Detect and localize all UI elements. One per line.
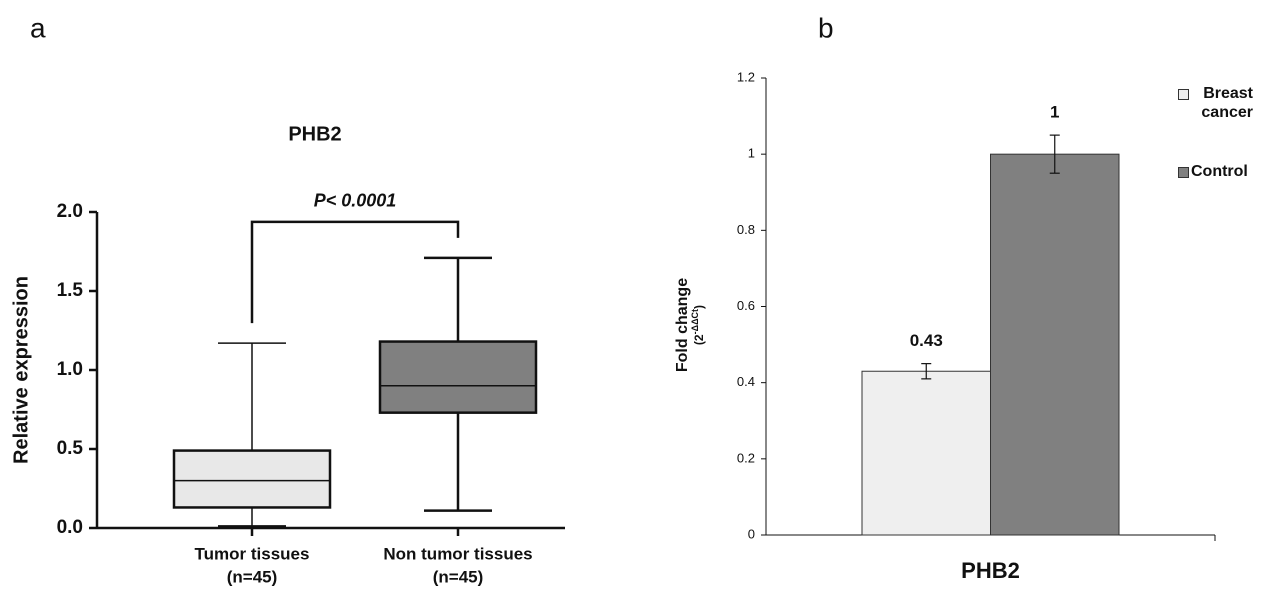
y-tick-label: 0: [748, 526, 755, 541]
panel-label: a: [30, 12, 46, 43]
x-tick-label: Tumor tissues: [195, 544, 310, 563]
bar: [990, 153, 1120, 536]
data-label: 1: [1050, 103, 1059, 122]
bar: [861, 370, 991, 536]
annotation: P< 0.0001: [314, 191, 397, 211]
formula-exponent: -ΔΔCt: [690, 309, 700, 334]
y-tick-label: 0.8: [737, 222, 755, 237]
box: [172, 449, 332, 509]
y-tick-label: 1.2: [737, 69, 755, 84]
y-tick-label: 0.5: [57, 438, 84, 459]
legend-swatch: [1178, 167, 1189, 178]
y-tick-label: 2.0: [57, 201, 83, 222]
data-label: 0.43: [910, 331, 943, 350]
y-tick-label: 0.2: [737, 450, 755, 465]
chart-title: PHB2: [288, 123, 341, 145]
legend-label: Breast cancer: [1201, 85, 1253, 121]
legend-label: Control: [1191, 163, 1248, 180]
y-axis-label: Relative expression: [10, 276, 32, 464]
formula-close: ): [692, 305, 706, 309]
box: [378, 340, 538, 414]
y-tick-label: 0.6: [737, 298, 755, 313]
y-tick-label: 0.4: [737, 374, 755, 389]
x-tick-note: (n=45): [433, 567, 484, 586]
significance-bracket: [250, 220, 460, 324]
y-tick-label: 1: [748, 146, 755, 161]
y-axis-label: Fold change: [674, 278, 691, 372]
y-tick-label: 1.5: [57, 280, 84, 301]
formula-base: (2: [692, 334, 706, 345]
y-axis-formula: (2-ΔΔCt): [690, 305, 706, 345]
y-tick-label: 1.0: [57, 359, 83, 380]
legend-swatch: [1178, 89, 1189, 100]
x-tick-label: PHB2: [961, 558, 1020, 583]
panel-label: b: [818, 12, 834, 43]
x-tick-label: Non tumor tissues: [383, 544, 532, 563]
y-tick-label: 0.0: [57, 517, 83, 538]
x-tick-note: (n=45): [227, 567, 278, 586]
